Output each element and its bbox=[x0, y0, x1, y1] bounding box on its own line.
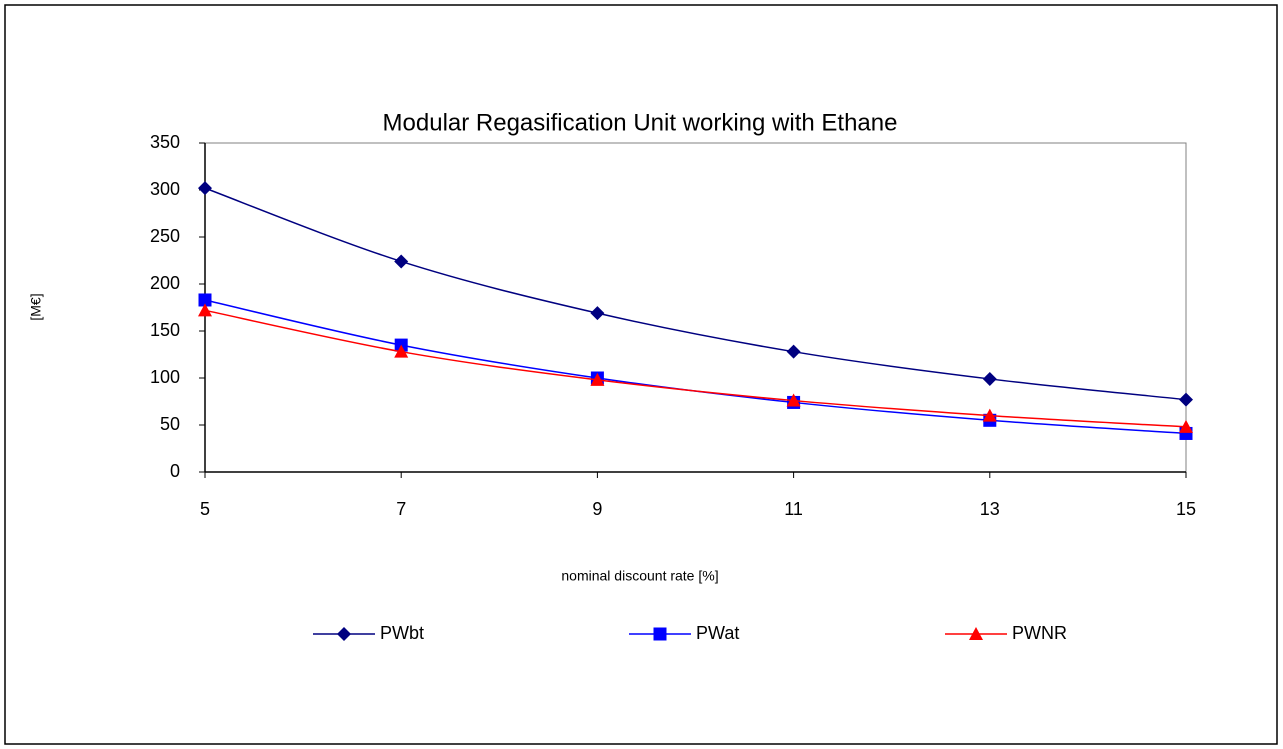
plot-border bbox=[205, 142, 1187, 472]
marker bbox=[590, 306, 605, 321]
y-tick-label: 350 bbox=[150, 132, 180, 152]
y-axis-label: [M€] bbox=[28, 293, 44, 320]
legend-label: PWat bbox=[696, 623, 739, 643]
marker bbox=[394, 344, 409, 358]
x-tick-label: 5 bbox=[200, 499, 210, 519]
x-tick-label: 7 bbox=[396, 499, 406, 519]
legend-label: PWbt bbox=[380, 623, 424, 643]
y-tick-label: 150 bbox=[150, 320, 180, 340]
chart-title: Modular Regasification Unit working with… bbox=[383, 109, 898, 136]
series-line bbox=[204, 309, 1187, 428]
legend-label: PWNR bbox=[1012, 623, 1067, 643]
x-tick-label: 11 bbox=[784, 499, 803, 519]
marker bbox=[394, 254, 409, 269]
marker bbox=[653, 627, 667, 641]
y-tick-label: 0 bbox=[170, 461, 180, 481]
x-tick-label: 9 bbox=[592, 499, 602, 519]
marker bbox=[198, 293, 212, 307]
chart-frame bbox=[4, 4, 1278, 745]
marker bbox=[590, 372, 605, 386]
marker bbox=[337, 627, 351, 641]
marker bbox=[198, 303, 212, 317]
y-tick-label: 50 bbox=[160, 414, 180, 434]
y-tick-label: 100 bbox=[150, 367, 180, 387]
x-tick-label: 15 bbox=[1176, 499, 1196, 519]
x-tick-label: 13 bbox=[980, 499, 1000, 519]
marker bbox=[198, 181, 212, 196]
x-axis-label: nominal discount rate [%] bbox=[561, 568, 718, 584]
marker bbox=[1179, 419, 1193, 433]
marker bbox=[982, 371, 997, 386]
marker bbox=[982, 408, 997, 422]
series-line bbox=[204, 187, 1187, 401]
y-tick-label: 300 bbox=[150, 179, 180, 199]
y-tick-label: 200 bbox=[150, 273, 180, 293]
y-tick-label: 250 bbox=[150, 226, 180, 246]
marker bbox=[969, 627, 983, 640]
marker bbox=[786, 344, 801, 359]
marker bbox=[786, 393, 801, 407]
marker bbox=[1179, 392, 1193, 407]
